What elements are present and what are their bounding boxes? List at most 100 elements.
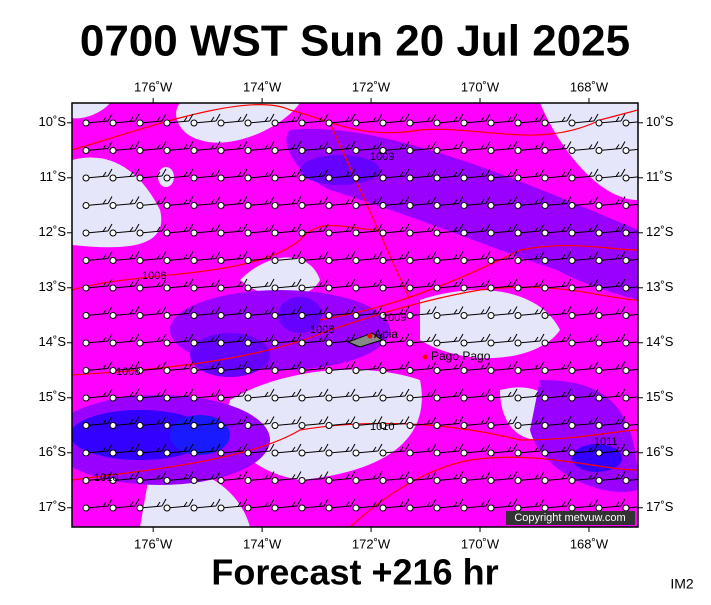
barb-staff (382, 478, 406, 481)
barb-station (244, 257, 252, 264)
barb-staff (517, 230, 541, 234)
barb-feather (242, 361, 248, 369)
barb-feather (480, 116, 485, 122)
barb-staff (85, 423, 109, 426)
barb-staff (328, 505, 352, 509)
barb-feather (345, 171, 350, 177)
isobar-label: 1008 (142, 270, 166, 282)
barb-station (163, 229, 171, 237)
barb-feather (431, 333, 437, 342)
barb-feather (188, 306, 194, 314)
barb-station (109, 312, 117, 319)
barb-staff (517, 148, 541, 151)
barb-station (595, 284, 603, 292)
barb-feather (512, 113, 518, 122)
barb-station (541, 367, 549, 374)
barb-staff (274, 505, 298, 509)
lon-label: 170˚W (461, 536, 500, 551)
barb-station (217, 477, 225, 484)
barb-feather (323, 251, 329, 259)
lat-label: 16˚S (646, 444, 674, 459)
barb-staff (625, 231, 638, 234)
barb-station (541, 257, 549, 264)
barb-staff (193, 175, 217, 179)
barb-station (109, 257, 117, 264)
barb-staff (625, 148, 638, 151)
barb-staff (274, 258, 298, 261)
barb-feather (539, 168, 545, 177)
barb-feather (210, 474, 215, 480)
barb-station (568, 229, 576, 237)
barb-station (271, 422, 279, 429)
barb-feather (156, 474, 161, 480)
barb-feather (620, 113, 626, 122)
barb-staff (571, 175, 595, 179)
barb-feather (269, 278, 275, 287)
barb-feather (156, 199, 161, 205)
barb-feather (345, 419, 350, 425)
barb-staff (382, 340, 406, 344)
barb-staff (85, 120, 109, 124)
barb-station (82, 202, 90, 209)
barb-feather (215, 168, 221, 177)
barb-feather (350, 333, 356, 342)
barb-feather (350, 113, 356, 122)
barb-staff (490, 313, 514, 316)
barb-staff (598, 395, 622, 399)
barb-station (82, 229, 90, 237)
barb-staff (139, 230, 163, 234)
barb-feather (134, 278, 140, 287)
barb-feather (615, 309, 620, 315)
barb-station (271, 477, 279, 484)
barb-feather (485, 388, 491, 397)
barb-feather (183, 336, 188, 342)
barb-feather (129, 474, 134, 480)
barb-feather (161, 141, 167, 149)
barb-feather (269, 113, 275, 122)
barb-feather (161, 306, 167, 314)
barb-station (406, 312, 414, 319)
barb-station (622, 422, 630, 429)
barb-station (433, 477, 441, 484)
barb-staff (598, 505, 622, 509)
barb-staff (112, 148, 136, 151)
barb-station (487, 229, 495, 237)
barb-staff (247, 175, 271, 179)
barb-feather (507, 309, 512, 315)
barb-staff (112, 258, 136, 261)
barb-feather (318, 281, 323, 287)
barb-feather (107, 196, 113, 204)
barb-feather (507, 336, 512, 342)
barb-station (541, 202, 549, 209)
barb-station (460, 477, 468, 484)
barb-feather (242, 471, 248, 479)
barb-station (325, 312, 333, 319)
barb-staff (85, 340, 109, 344)
barb-staff (247, 368, 271, 371)
barb-station (595, 339, 603, 347)
barb-feather (323, 388, 329, 397)
barb-feather (107, 498, 113, 507)
barb-feather (296, 306, 302, 314)
barb-staff (625, 396, 638, 399)
barb-station (136, 119, 144, 127)
barb-staff (112, 285, 136, 289)
barb-feather (296, 361, 302, 369)
barb-feather (453, 364, 458, 370)
barb-station (487, 312, 495, 319)
barb-staff (517, 175, 541, 179)
barb-feather (539, 416, 545, 424)
barb-staff (328, 340, 352, 344)
barb-feather (458, 498, 464, 507)
barb-feather (458, 333, 464, 342)
barb-feather (453, 446, 458, 452)
barb-station (325, 202, 333, 209)
barb-feather (107, 113, 113, 122)
barb-feather (615, 171, 620, 177)
barb-feather (264, 171, 269, 177)
barb-staff (193, 368, 217, 371)
barb-staff (436, 175, 460, 179)
barb-staff (598, 340, 622, 344)
barb-staff (193, 285, 217, 289)
barb-feather (539, 471, 545, 479)
